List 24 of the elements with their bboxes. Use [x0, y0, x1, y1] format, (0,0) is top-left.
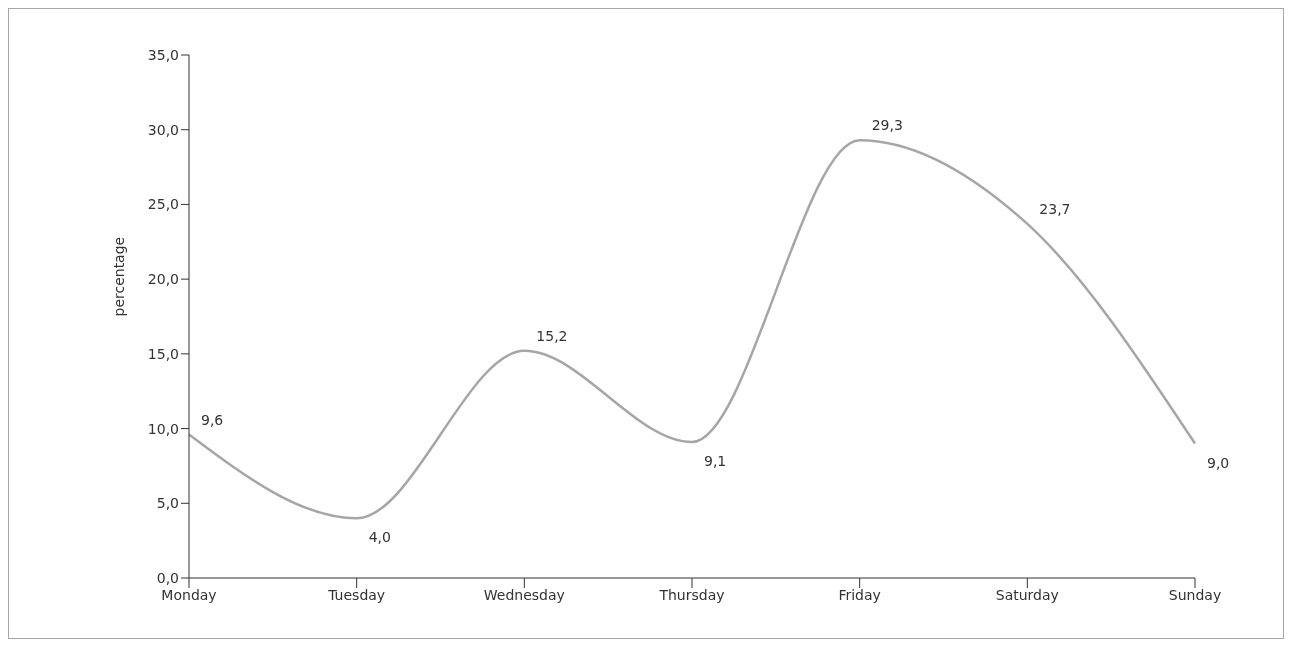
data-label: 15,2: [536, 327, 568, 344]
y-tick-label: 25,0: [147, 196, 179, 213]
x-tick-label: Sunday: [1168, 586, 1222, 603]
data-label: 29,3: [871, 117, 903, 134]
x-tick-label: Tuesday: [327, 586, 386, 603]
data-label: 9,1: [704, 453, 727, 470]
x-tick-label: Saturday: [995, 586, 1059, 603]
data-label: 9,6: [201, 411, 224, 428]
data-label: 4,0: [368, 529, 391, 546]
line-series: [187, 138, 1197, 520]
y-tick-label: 30,0: [147, 121, 179, 138]
x-tick-label: Monday: [161, 586, 217, 603]
x-tick-label: Wednesday: [483, 586, 565, 603]
x-tick-label: Thursday: [658, 586, 725, 603]
data-label: 9,0: [1207, 454, 1230, 471]
y-tick-label: 5,0: [156, 495, 179, 512]
y-tick-label: 10,0: [147, 420, 179, 437]
y-tick-label: 20,0: [147, 271, 179, 288]
y-axis-title: percentage: [110, 236, 127, 317]
data-label: 23,7: [1039, 200, 1071, 217]
y-tick-label: 0,0: [156, 569, 179, 586]
y-tick-label: 35,0: [147, 46, 179, 63]
x-tick-label: Friday: [838, 586, 881, 603]
y-tick-label: 15,0: [147, 345, 179, 362]
